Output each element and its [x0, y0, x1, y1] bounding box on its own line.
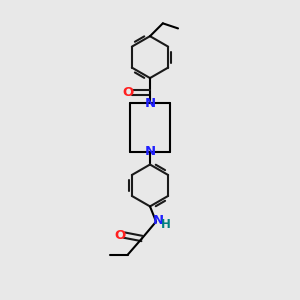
Text: N: N: [144, 145, 156, 158]
Text: H: H: [160, 218, 170, 231]
Text: N: N: [153, 214, 164, 227]
Text: O: O: [122, 86, 134, 99]
Text: O: O: [114, 229, 125, 242]
Text: N: N: [144, 97, 156, 110]
